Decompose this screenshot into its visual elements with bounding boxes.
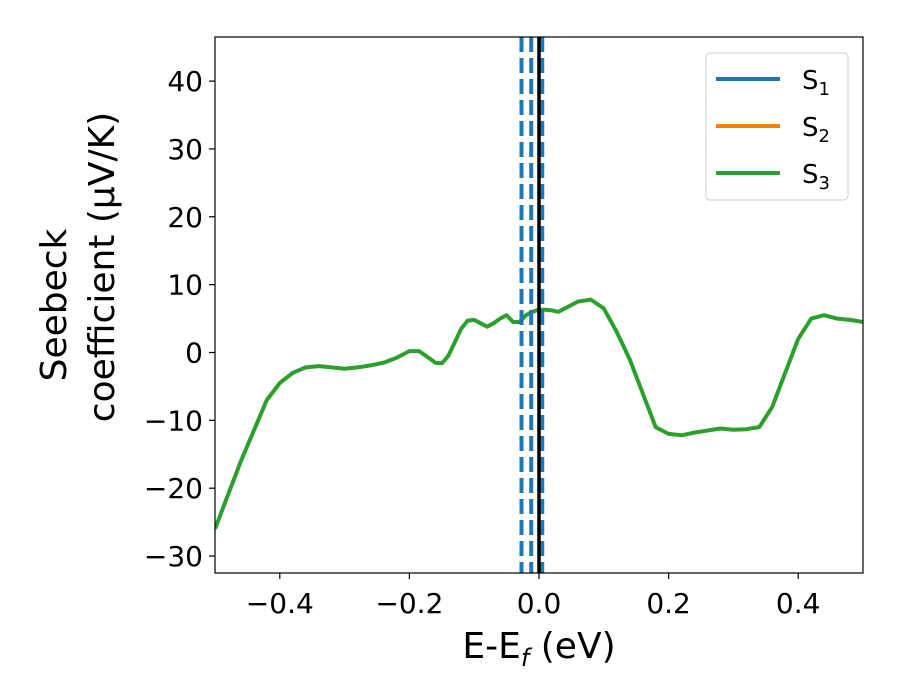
y-tick-label: 40 — [167, 65, 203, 98]
y-axis-label-line1: Seebeck — [34, 228, 75, 381]
y-axis-label-line2: coefficient (μV/K) — [82, 112, 123, 422]
x-axis-label-unit: (eV) — [529, 626, 615, 667]
y-tick-label: 10 — [167, 269, 203, 302]
y-tick-label: 0 — [185, 336, 203, 369]
legend-label-3: S3 — [802, 160, 830, 194]
y-tick-label: −30 — [144, 540, 203, 573]
y-tick-label: 30 — [167, 133, 203, 166]
x-axis-label: E-Ef (eV) — [462, 626, 615, 672]
x-tick-label: 0.2 — [646, 587, 691, 620]
x-tick-label: 0.4 — [776, 587, 821, 620]
legend-label-2: S2 — [802, 113, 830, 147]
legend-label-1: S1 — [802, 66, 830, 100]
x-tick-label: −0.2 — [375, 587, 443, 620]
y-tick-label: 20 — [167, 201, 203, 234]
x-tick-label: −0.4 — [246, 587, 314, 620]
y-tick-label: −20 — [144, 472, 203, 505]
x-axis-label-main: E-E — [462, 626, 520, 667]
x-tick-label: 0.0 — [517, 587, 562, 620]
y-tick-label: −10 — [144, 404, 203, 437]
